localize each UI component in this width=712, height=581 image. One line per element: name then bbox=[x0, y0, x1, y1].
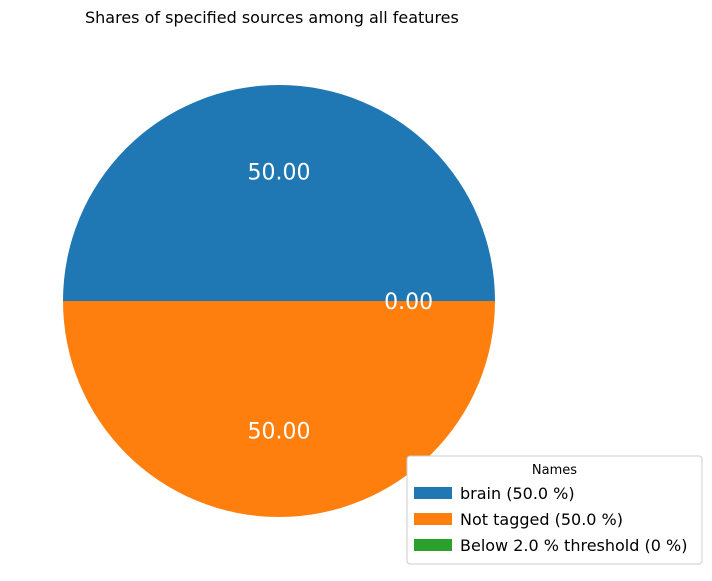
pie-slices bbox=[63, 85, 495, 517]
legend-frame bbox=[406, 455, 703, 565]
legend-swatch bbox=[414, 487, 452, 499]
pie-slice-value-label: 50.00 bbox=[248, 160, 311, 185]
pie-slice-value-label: 50.00 bbox=[248, 420, 311, 445]
pie-slice-labels: 50.00 50.00 0.00 bbox=[248, 160, 434, 444]
legend-entries: brain (50.0 %) Not tagged (50.0 %) Below 2… bbox=[414, 484, 687, 555]
legend-entry-label: Not tagged (50.0 %) bbox=[460, 510, 623, 529]
pie-slice-brain bbox=[63, 85, 495, 301]
legend-entry-label: Below 2.0 % threshold (0 %) bbox=[460, 536, 687, 555]
legend: Names brain (50.0 %) Not tagged (50.0 %) B… bbox=[406, 455, 703, 565]
pie-slice-value-label: 0.00 bbox=[384, 290, 433, 315]
legend-swatch bbox=[414, 513, 452, 525]
pie-slice-not-tagged bbox=[63, 301, 495, 517]
chart-title: Shares of specified sources among all fe… bbox=[85, 8, 459, 27]
legend-title: Names bbox=[532, 463, 577, 478]
legend-entry-label: brain (50.0 %) bbox=[460, 484, 575, 503]
legend-swatch bbox=[414, 539, 452, 551]
